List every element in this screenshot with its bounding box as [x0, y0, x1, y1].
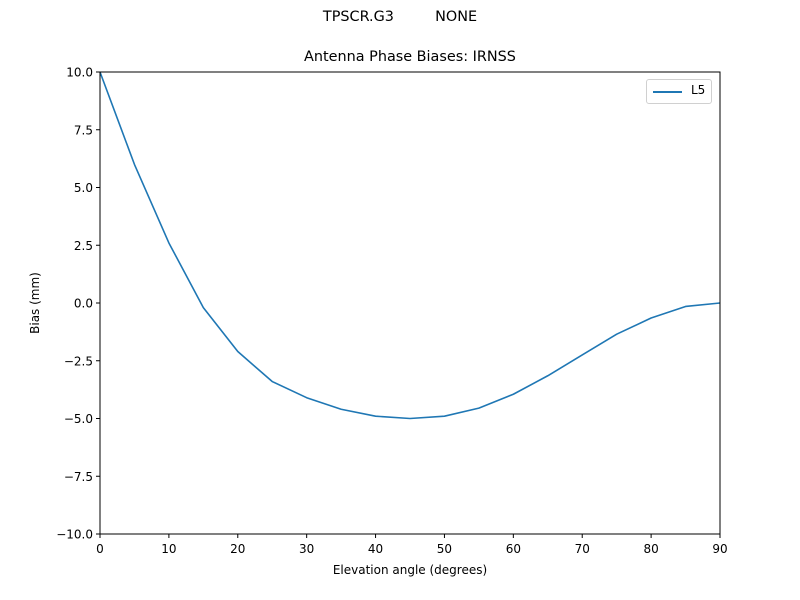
y-axis-ticks: 10.0 7.5 5.0 2.5 0.0 −2.5 −5.0 −7.5 −10.0: [56, 66, 100, 542]
figure-suptitle: TPSCR.G3 NONE: [322, 9, 478, 25]
y-tick-label: 7.5: [74, 123, 93, 137]
legend-line-swatch: [653, 91, 682, 93]
x-tick-label: 0: [96, 542, 104, 556]
y-tick-label: −7.5: [64, 470, 93, 484]
x-axis-ticks: 0 10 20 30 40 50 60 70 80 90: [96, 534, 728, 556]
plot-area: [99, 71, 721, 420]
legend-label-l5: L5: [691, 83, 706, 97]
x-tick-label: 40: [368, 542, 383, 556]
y-tick-label: 2.5: [74, 239, 93, 253]
x-tick-label: 10: [161, 542, 176, 556]
y-tick-label: −2.5: [64, 354, 93, 368]
y-tick-label: −5.0: [64, 412, 93, 426]
y-axis-label: Bias (mm): [28, 272, 42, 334]
x-axis-label: Elevation angle (degrees): [333, 563, 487, 577]
x-tick-label: 30: [299, 542, 314, 556]
x-tick-label: 70: [575, 542, 590, 556]
x-tick-label: 60: [506, 542, 521, 556]
chart-title: Antenna Phase Biases: IRNSS: [304, 49, 516, 65]
x-tick-label: 20: [230, 542, 245, 556]
y-tick-label: −10.0: [56, 528, 93, 542]
y-tick-label: 0.0: [74, 297, 93, 311]
series-line-l5: [99, 71, 721, 420]
legend: L5: [646, 79, 712, 104]
y-tick-label: 5.0: [74, 181, 93, 195]
x-tick-label: 80: [643, 542, 658, 556]
y-tick-label: 10.0: [66, 66, 93, 80]
x-tick-label: 50: [437, 542, 452, 556]
axes-frame: [99, 71, 721, 535]
x-tick-label: 90: [712, 542, 727, 556]
